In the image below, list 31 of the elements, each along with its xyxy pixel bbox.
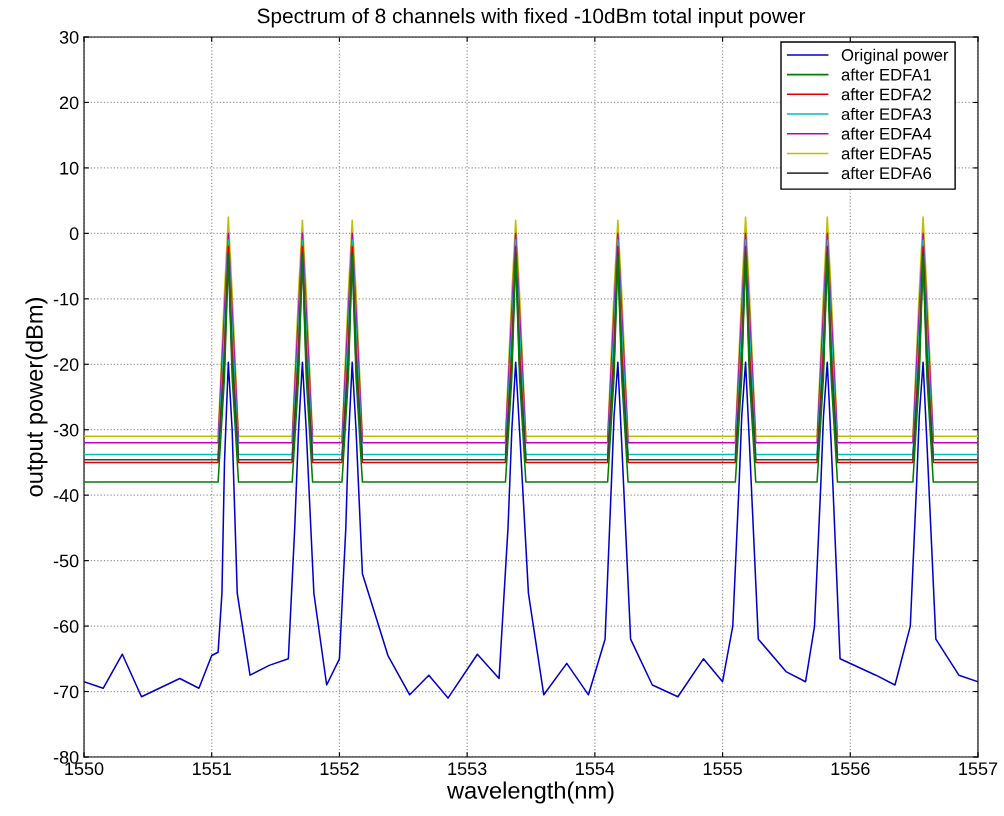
x-axis-title: wavelength(nm) <box>446 781 614 804</box>
y-tick-label: 0 <box>69 227 79 241</box>
y-tick-label: 10 <box>60 161 79 175</box>
legend-label: after EDFA6 <box>841 166 932 180</box>
y-tick-label: -10 <box>53 292 79 306</box>
x-tick-label: 1550 <box>65 762 104 776</box>
legend-label: after EDFA4 <box>841 127 932 140</box>
line-series <box>84 361 978 699</box>
x-tick-label: 1553 <box>448 762 487 776</box>
chart-title: Spectrum of 8 channels with fixed -10dBm total input power <box>257 8 806 28</box>
y-tick-label: -70 <box>53 685 79 699</box>
legend-label: after EDFA5 <box>841 147 932 160</box>
y-tick-label: -60 <box>53 620 79 633</box>
legend-label: after EDFA2 <box>841 88 931 101</box>
y-tick-label: 20 <box>59 96 79 110</box>
x-tick-label: 1552 <box>320 762 359 776</box>
y-tick-label: -50 <box>53 554 79 568</box>
x-tick-label: 1555 <box>703 762 742 776</box>
x-tick-label: 1551 <box>193 762 231 776</box>
y-axis-title: output power(dBm) <box>25 298 48 497</box>
x-tick-label: 1556 <box>831 762 870 776</box>
y-tick-label: -40 <box>53 489 79 502</box>
y-tick-label: -80 <box>53 750 79 764</box>
y-tick-label: 30 <box>59 30 79 44</box>
x-tick-label: 1554 <box>576 762 615 776</box>
legend-label: after EDFA1 <box>841 68 931 81</box>
x-tick-label: 1557 <box>959 762 998 776</box>
y-tick-label: -30 <box>53 423 79 437</box>
legend-label: after EDFA3 <box>841 107 932 121</box>
y-tick-label: -20 <box>53 358 79 371</box>
legend-label: Original power <box>841 48 949 65</box>
